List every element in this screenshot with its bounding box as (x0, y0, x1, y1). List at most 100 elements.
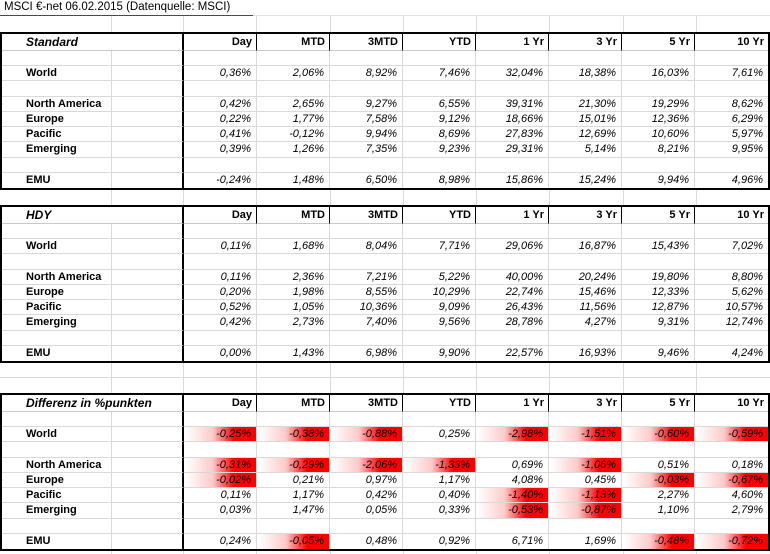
cell[interactable]: 0,42% (330, 488, 403, 504)
cell[interactable]: 0,22% (184, 111, 257, 128)
cell[interactable]: 12,87% (622, 300, 695, 316)
column-header-mtd[interactable]: MTD (257, 207, 330, 224)
cell[interactable]: 0,45% (549, 472, 622, 489)
cell[interactable]: 0,25% (403, 427, 476, 443)
column-header-5-yr[interactable]: 5 Yr (622, 34, 695, 51)
column-header-ytd[interactable]: YTD (403, 395, 476, 412)
cell[interactable]: -2,06% (330, 457, 403, 473)
cell[interactable]: 11,56% (549, 300, 622, 316)
cell[interactable]: 0,40% (403, 488, 476, 504)
cell[interactable]: 22,74% (476, 284, 549, 301)
cell[interactable]: 8,04% (330, 239, 403, 255)
column-header-3mtd[interactable]: 3MTD (330, 34, 403, 51)
cell[interactable]: -1,13% (549, 488, 622, 504)
row-label-north-america[interactable]: North America (2, 457, 112, 473)
cell[interactable]: 0,11% (184, 269, 257, 285)
cell[interactable]: 1,77% (257, 111, 330, 128)
cell[interactable]: 5,14% (549, 142, 622, 158)
column-header-10-yr[interactable]: 10 Yr (695, 34, 768, 51)
cell[interactable]: 0,48% (330, 533, 403, 549)
row-label-world[interactable]: World (2, 427, 112, 443)
cell[interactable]: 22,57% (476, 345, 549, 361)
cell[interactable]: 6,50% (330, 172, 403, 188)
cell[interactable]: 0,36% (184, 66, 257, 82)
cell[interactable]: 18,66% (476, 111, 549, 128)
cell[interactable]: 2,73% (257, 315, 330, 331)
column-header-10-yr[interactable]: 10 Yr (695, 207, 768, 224)
cell[interactable]: 0,11% (184, 239, 257, 255)
row-label-emu[interactable]: EMU (2, 345, 112, 361)
cell[interactable]: 15,24% (549, 172, 622, 188)
column-header-5-yr[interactable]: 5 Yr (622, 207, 695, 224)
cell[interactable]: 1,47% (257, 503, 330, 519)
cell[interactable]: 4,24% (731, 347, 763, 360)
cell[interactable]: 9,12% (403, 111, 476, 128)
cell[interactable]: -0,03% (622, 472, 695, 489)
cell[interactable]: 2,79% (695, 503, 768, 519)
cell[interactable]: -0,02% (184, 472, 257, 489)
cell[interactable]: 28,78% (476, 315, 549, 331)
cell[interactable]: 9,94% (622, 172, 695, 188)
cell[interactable]: 7,21% (330, 269, 403, 285)
cell[interactable]: 1,43% (257, 345, 330, 361)
row-label-emerging[interactable]: Emerging (2, 503, 112, 519)
section-title[interactable]: Standard (2, 34, 184, 51)
row-label-world[interactable]: World (2, 66, 112, 82)
cell[interactable]: 7,46% (403, 66, 476, 82)
cell[interactable]: 1,26% (257, 142, 330, 158)
cell[interactable]: 15,01% (549, 111, 622, 128)
cell[interactable]: 29,31% (476, 142, 549, 158)
cell[interactable]: -0,59% (695, 427, 768, 443)
cell[interactable]: 4,08% (476, 472, 549, 489)
cell[interactable]: 16,03% (622, 66, 695, 82)
cell[interactable]: 5,22% (403, 269, 476, 285)
cell[interactable]: 0,52% (184, 300, 257, 316)
cell[interactable]: 1,17% (403, 472, 476, 489)
row-label-europe[interactable]: Europe (2, 284, 112, 301)
row-label-pacific[interactable]: Pacific (2, 127, 112, 143)
cell[interactable]: 5,62% (695, 285, 768, 301)
row-label-pacific[interactable]: Pacific (2, 300, 112, 316)
cell[interactable]: 5,97% (695, 127, 768, 143)
cell[interactable]: 20,24% (549, 269, 622, 285)
column-header-day[interactable]: Day (184, 207, 257, 224)
column-header-ytd[interactable]: YTD (403, 34, 476, 51)
cell[interactable]: 12,36% (622, 111, 695, 128)
cell[interactable]: 1,98% (257, 284, 330, 301)
cell[interactable]: 0,05% (330, 503, 403, 519)
cell[interactable]: 2,06% (257, 66, 330, 82)
cell[interactable]: 7,71% (403, 239, 476, 255)
column-header-1-yr[interactable]: 1 Yr (476, 34, 549, 51)
cell[interactable]: 12,74% (695, 315, 768, 331)
cell[interactable]: -0,29% (257, 457, 330, 473)
column-header-ytd[interactable]: YTD (403, 207, 476, 224)
cell[interactable]: 7,35% (330, 142, 403, 158)
cell[interactable]: 0,03% (184, 503, 257, 519)
cell[interactable]: 0,21% (257, 472, 330, 489)
cell[interactable]: -0,05% (257, 533, 330, 549)
column-header-3-yr[interactable]: 3 Yr (549, 395, 622, 412)
cell[interactable]: 8,62% (695, 97, 768, 112)
column-header-3-yr[interactable]: 3 Yr (549, 34, 622, 51)
cell[interactable]: -0,38% (257, 427, 330, 443)
cell[interactable]: 0,92% (403, 533, 476, 549)
cell[interactable]: 27,83% (476, 127, 549, 143)
cell[interactable]: 8,21% (622, 142, 695, 158)
cell[interactable]: 0,11% (184, 488, 257, 504)
cell[interactable]: 0,51% (622, 457, 695, 473)
cell[interactable]: 26,43% (476, 300, 549, 316)
cell[interactable]: 0,39% (184, 142, 257, 158)
cell[interactable]: -0,72% (695, 533, 768, 549)
row-label-pacific[interactable]: Pacific (2, 488, 112, 504)
row-label-world[interactable]: World (2, 239, 112, 255)
column-header-1-yr[interactable]: 1 Yr (476, 207, 549, 224)
cell[interactable]: -0,31% (184, 457, 257, 473)
cell[interactable]: 0,97% (330, 472, 403, 489)
column-header-mtd[interactable]: MTD (257, 395, 330, 412)
row-label-north-america[interactable]: North America (2, 269, 112, 285)
cell[interactable]: 0,33% (403, 503, 476, 519)
cell[interactable]: 40,00% (476, 269, 549, 285)
cell[interactable]: 0,41% (184, 127, 257, 143)
cell[interactable]: 6,55% (403, 96, 476, 112)
cell[interactable]: 10,57% (695, 300, 768, 316)
